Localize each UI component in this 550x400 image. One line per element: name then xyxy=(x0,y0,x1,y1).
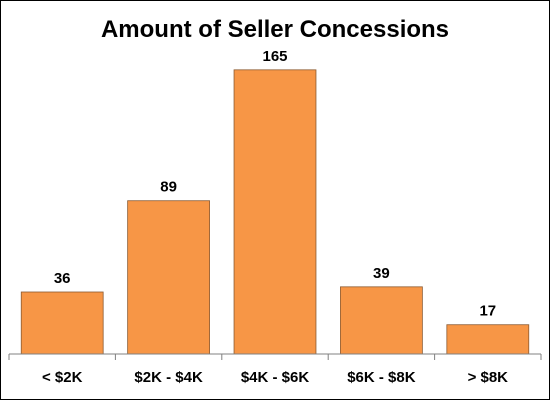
data-label-2k-4k: 89 xyxy=(160,179,177,196)
bar-6k-8k xyxy=(340,286,423,355)
tick-label-4k-6k: $4K - $6K xyxy=(241,369,310,386)
data-label-6k-8k: 39 xyxy=(373,265,390,282)
bar-2k xyxy=(20,291,104,355)
x-tick-labels: < $2K $2K - $4K $4K - $6K $6K - $8K > $8K xyxy=(42,369,508,386)
bars-layer xyxy=(20,69,530,355)
data-labels-layer: 36 89 165 39 17 xyxy=(54,48,496,320)
data-label-8k: 17 xyxy=(479,303,496,320)
chart-title: Amount of Seller Concessions xyxy=(101,16,449,43)
tick-label-2k: < $2K xyxy=(42,369,83,386)
data-label-2k: 36 xyxy=(54,270,71,287)
tick-label-2k-4k: $2K - $4K xyxy=(134,369,203,386)
bar-4k-6k xyxy=(233,69,317,355)
bar-8k xyxy=(446,324,530,355)
data-label-4k-6k: 165 xyxy=(262,48,287,65)
tick-label-8k: > $8K xyxy=(468,369,509,386)
tick-label-6k-8k: $6K - $8K xyxy=(347,369,416,386)
bar-2k-4k xyxy=(127,200,210,355)
x-axis xyxy=(8,353,542,360)
